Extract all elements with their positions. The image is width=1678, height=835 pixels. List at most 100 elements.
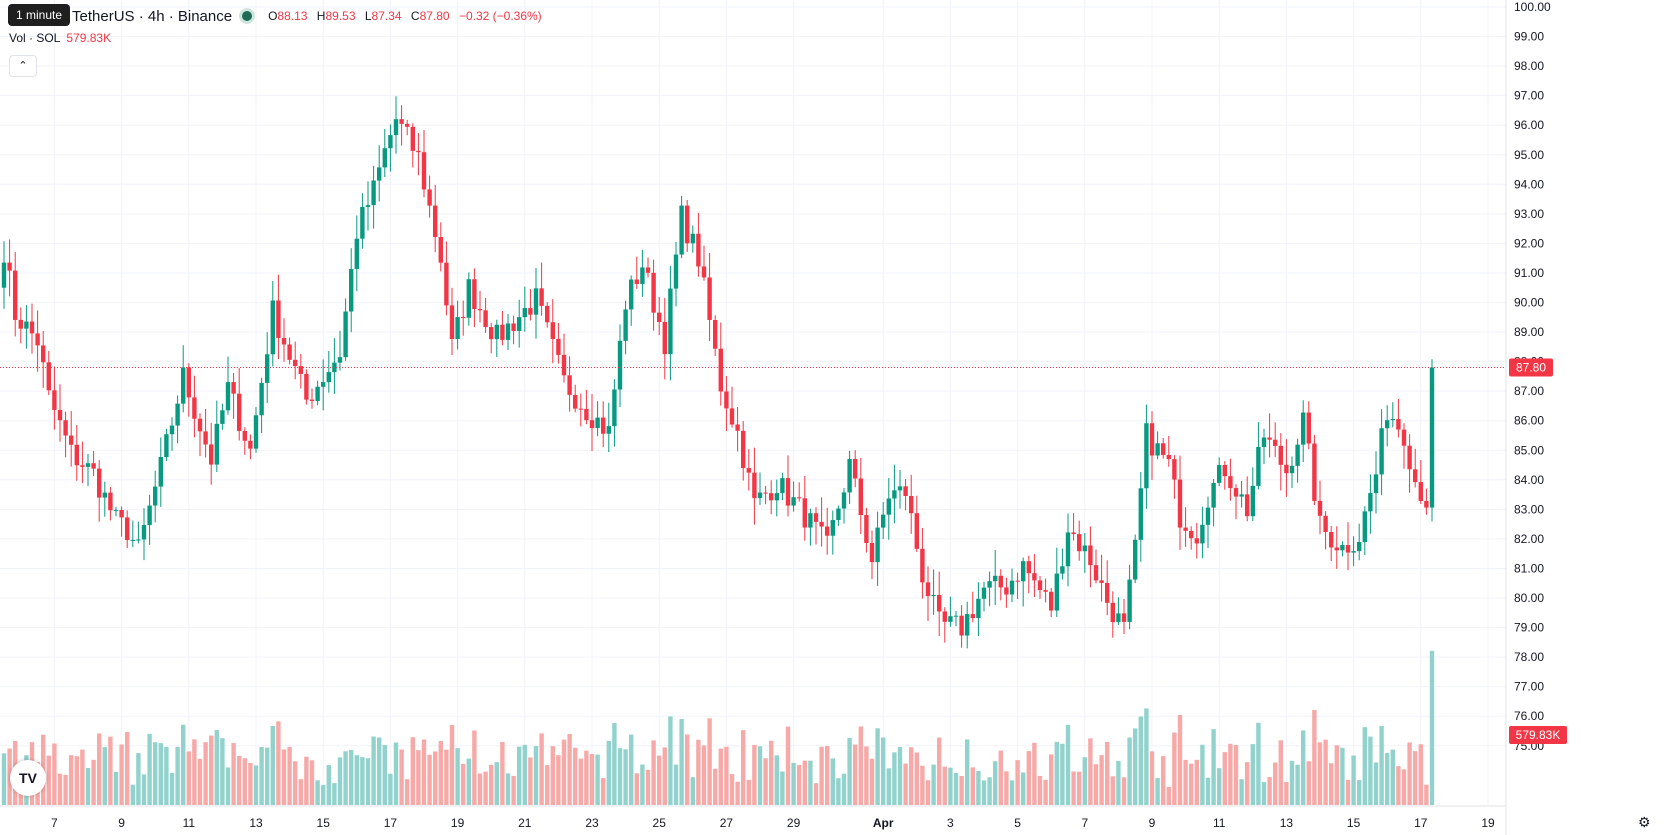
gear-icon[interactable]: ⚙ [1638, 814, 1651, 830]
last-volume-badge [1509, 726, 1567, 744]
candle-body [1418, 482, 1423, 502]
candle-body [1077, 534, 1082, 552]
candle-body [237, 393, 242, 431]
volume-bar [1110, 776, 1115, 805]
candle-body [248, 440, 253, 449]
candle-body [298, 366, 303, 374]
candle-body [696, 233, 701, 267]
candle-body [354, 238, 359, 269]
high-value: 89.53 [325, 9, 356, 23]
volume-bar [1205, 777, 1211, 805]
candle-body [1329, 532, 1334, 548]
volume-bar [293, 761, 298, 805]
candle-body [1177, 479, 1183, 528]
candle-body [52, 390, 57, 410]
candle-body [623, 309, 628, 341]
volume-bar [858, 726, 863, 805]
volume-bar [752, 744, 757, 805]
volume-bar [1015, 760, 1020, 805]
volume-bar [461, 763, 466, 805]
candle-body [511, 323, 516, 331]
candle-body [1205, 507, 1211, 525]
candle-body [741, 430, 746, 469]
volume-bar [1043, 779, 1048, 805]
candle-body [1267, 437, 1272, 440]
price-tick-label: 98.00 [1514, 59, 1544, 73]
volume-bar [1284, 782, 1289, 805]
volume-bar [326, 765, 331, 805]
candle-body [169, 425, 175, 435]
volume-bar [360, 757, 365, 805]
candle-body [724, 391, 729, 409]
volume-bar [1334, 745, 1339, 805]
time-axis[interactable]: 7 9 11 13 15 17 19 21 23 25 27 29 Apr 3 5 7 9 11 13 15 17 19 [0, 805, 1506, 830]
candle-body [158, 457, 163, 487]
candle-body [461, 317, 466, 319]
candle-body [1362, 511, 1367, 542]
volume-bar [52, 743, 57, 805]
volume-bar [1200, 744, 1205, 805]
collapse-legend-button[interactable]: ⌃ [9, 55, 37, 77]
volume-bar [533, 746, 539, 805]
candle-body [1289, 465, 1295, 474]
time-tick-label: 19 [1481, 816, 1495, 830]
volume-bar [774, 755, 779, 805]
candle-body [1026, 561, 1031, 574]
volume-bar [175, 746, 180, 805]
volume-bar [477, 773, 483, 805]
candle-body [130, 540, 135, 542]
candle-body [853, 458, 858, 479]
candle-body [1015, 580, 1020, 582]
candle-body [1413, 469, 1418, 483]
candle-body [959, 615, 964, 636]
volume-bar [1362, 727, 1367, 805]
candle-body [41, 345, 46, 363]
volume-bar [248, 763, 253, 805]
candle-body [556, 338, 561, 355]
volume-bar [80, 749, 85, 805]
candle-body [657, 312, 662, 322]
volume-bar [746, 779, 751, 805]
candle-body [80, 465, 85, 467]
price-tick-label: 85.00 [1514, 443, 1544, 457]
candle-body [1351, 551, 1356, 553]
volume-bar [942, 766, 947, 805]
candle-body [259, 382, 264, 416]
volume-bar [1256, 722, 1261, 805]
time-tick-label: 21 [518, 816, 532, 830]
candle-body [281, 337, 287, 345]
candle-body [1424, 501, 1429, 508]
time-tick-label: 9 [1149, 816, 1156, 830]
candle-body [1149, 423, 1155, 456]
volume-bar [645, 769, 651, 805]
candle-body [802, 498, 807, 528]
candle-body [757, 492, 763, 499]
candle-body [841, 492, 847, 509]
volume-bar [864, 746, 869, 805]
candle-body [309, 399, 315, 402]
candle-body [1323, 515, 1328, 533]
volume-bar [657, 755, 662, 805]
price-axis[interactable]: 75.0076.0077.0078.0079.0080.0081.0082.00… [1505, 0, 1567, 835]
candle-body [1093, 565, 1099, 581]
candle-body [57, 409, 63, 421]
volume-bar [819, 746, 824, 805]
candle-body [321, 382, 326, 387]
candle-body [533, 288, 539, 315]
price-tick-label: 97.00 [1514, 89, 1544, 103]
candle-body [881, 514, 886, 528]
symbol-title[interactable]: TetherUS · 4h · Binance [72, 7, 233, 25]
volume-bar [253, 765, 259, 805]
candle-body [942, 611, 947, 622]
candle-body [74, 444, 79, 466]
volume-bar [601, 778, 606, 805]
candle-body [1161, 443, 1166, 455]
candle-body [494, 324, 499, 340]
market-status-icon[interactable] [242, 11, 253, 21]
volume-bar [640, 764, 645, 805]
volume-bar [937, 737, 942, 805]
tradingview-logo[interactable]: TV [10, 760, 46, 796]
volume-bar [713, 768, 718, 805]
time-tick-label: 11 [1213, 816, 1226, 830]
